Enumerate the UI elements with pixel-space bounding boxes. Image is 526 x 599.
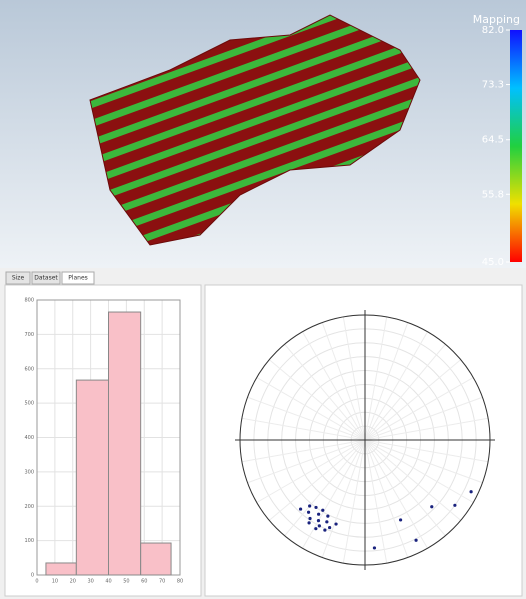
pole-point [453, 504, 456, 507]
pole-point [307, 521, 310, 524]
y-tick-label: 400 [24, 435, 34, 441]
pole-point [470, 490, 473, 493]
pole-point [321, 509, 324, 512]
x-tick-label: 80 [177, 579, 183, 585]
tab-label[interactable]: Dataset [34, 275, 58, 282]
x-tick-label: 40 [105, 579, 111, 585]
y-tick-label: 300 [24, 469, 34, 475]
pole-point [325, 520, 328, 523]
pole-point [318, 524, 321, 527]
y-tick-label: 800 [24, 298, 34, 304]
x-tick-label: 70 [159, 579, 165, 585]
y-tick-label: 100 [24, 538, 34, 544]
pole-point [308, 517, 311, 520]
colorbar-label: 45.0 [482, 257, 504, 268]
bar [76, 380, 108, 575]
pole-point [323, 528, 326, 531]
pole-point [317, 519, 320, 522]
tab-label[interactable]: Planes [68, 275, 88, 282]
pole-point [317, 513, 320, 516]
x-tick-label: 20 [70, 579, 76, 585]
y-tick-label: 0 [31, 573, 34, 579]
pole-point [430, 505, 433, 508]
colorbar-label: 73.3 [482, 80, 504, 91]
pole-point [334, 522, 337, 525]
pole-point [299, 507, 302, 510]
bar [141, 543, 171, 575]
pole-point [307, 511, 310, 514]
x-tick-label: 10 [52, 579, 58, 585]
pole-point [314, 527, 317, 530]
pole-point [373, 546, 376, 549]
y-tick-label: 600 [24, 366, 34, 372]
colorbar-label: 82.0 [482, 25, 504, 36]
pole-point [308, 504, 311, 507]
x-tick-label: 30 [87, 579, 93, 585]
colorbar [510, 30, 522, 262]
tab-label[interactable]: Size [12, 275, 25, 282]
page: Mapping 82.073.364.555.845.0SizeDatasetP… [0, 0, 526, 599]
pole-point [328, 526, 331, 529]
colorbar-label: 55.8 [482, 189, 504, 200]
app: Mapping 82.073.364.555.845.0SizeDatasetP… [0, 0, 526, 599]
pole-point [399, 518, 402, 521]
pole-point [326, 515, 329, 518]
y-tick-label: 500 [24, 401, 34, 407]
pole-point [314, 506, 317, 509]
y-tick-label: 200 [24, 504, 34, 510]
pole-point [414, 539, 417, 542]
x-tick-label: 50 [123, 579, 129, 585]
y-tick-label: 700 [24, 332, 34, 338]
colorbar-label: 64.5 [482, 135, 504, 146]
bar [46, 563, 76, 575]
x-tick-label: 0 [35, 579, 38, 585]
bar [109, 312, 141, 575]
x-tick-label: 60 [141, 579, 147, 585]
